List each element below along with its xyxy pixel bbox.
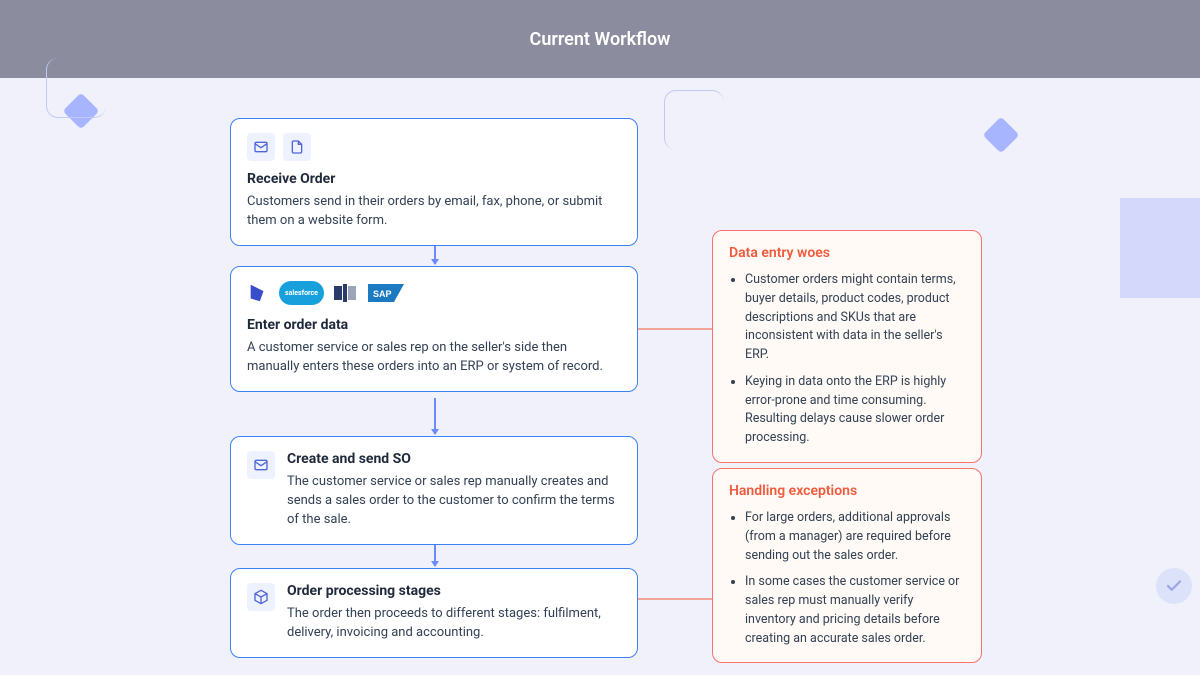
salesforce-logo-icon: salesforce (279, 281, 324, 305)
step-desc: Customers send in their orders by email,… (247, 193, 621, 231)
file-icon (283, 133, 311, 161)
step-create-send-so: Create and send SO The customer service … (230, 436, 638, 545)
callout-item: For large orders, additional approvals (… (745, 509, 965, 565)
netsuite-logo-icon (334, 281, 358, 305)
page-title: Current Workflow (530, 29, 671, 50)
svg-text:SAP: SAP (373, 289, 392, 299)
callout-title: Handling exceptions (729, 483, 965, 499)
callout-list: For large orders, additional approvals (… (729, 509, 965, 648)
step-title: Create and send SO (287, 451, 621, 467)
step-desc: The customer service or sales rep manual… (287, 473, 621, 530)
callout-handling-exceptions: Handling exceptions For large orders, ad… (712, 468, 982, 663)
mail-icon (247, 133, 275, 161)
step-title: Order processing stages (287, 583, 621, 599)
callout-item: Customer orders might contain terms, buy… (745, 271, 965, 365)
step-title: Enter order data (247, 317, 621, 333)
deco-curve (46, 58, 106, 118)
step-enter-order-data: salesforce SAP Enter order data A custom… (230, 266, 638, 392)
callout-item: Keying in data onto the ERP is highly er… (745, 373, 965, 448)
step-receive-order: Receive Order Customers send in their or… (230, 118, 638, 246)
sap-logo-icon: SAP (368, 281, 404, 305)
callout-item: In some cases the customer service or sa… (745, 573, 965, 648)
mail-icon (247, 451, 275, 479)
diamond-icon (983, 117, 1020, 154)
dynamics-logo-icon (247, 281, 269, 305)
deco-curve (664, 90, 724, 150)
check-badge-icon (1156, 568, 1192, 604)
erp-logos: salesforce SAP (247, 281, 621, 305)
step-title: Receive Order (247, 171, 621, 187)
callout-title: Data entry woes (729, 245, 965, 261)
step-order-processing: Order processing stages The order then p… (230, 568, 638, 658)
callout-list: Customer orders might contain terms, buy… (729, 271, 965, 448)
header-bar: Current Workflow (0, 0, 1200, 78)
flow-arrow (434, 398, 436, 434)
deco-square (1120, 198, 1200, 298)
connector-line (638, 328, 712, 330)
cube-icon (247, 583, 275, 611)
callout-data-entry-woes: Data entry woes Customer orders might co… (712, 230, 982, 463)
step-desc: The order then proceeds to different sta… (287, 605, 621, 643)
step-desc: A customer service or sales rep on the s… (247, 339, 621, 377)
diagram-canvas: Receive Order Customers send in their or… (0, 78, 1200, 675)
connector-line (638, 598, 712, 600)
